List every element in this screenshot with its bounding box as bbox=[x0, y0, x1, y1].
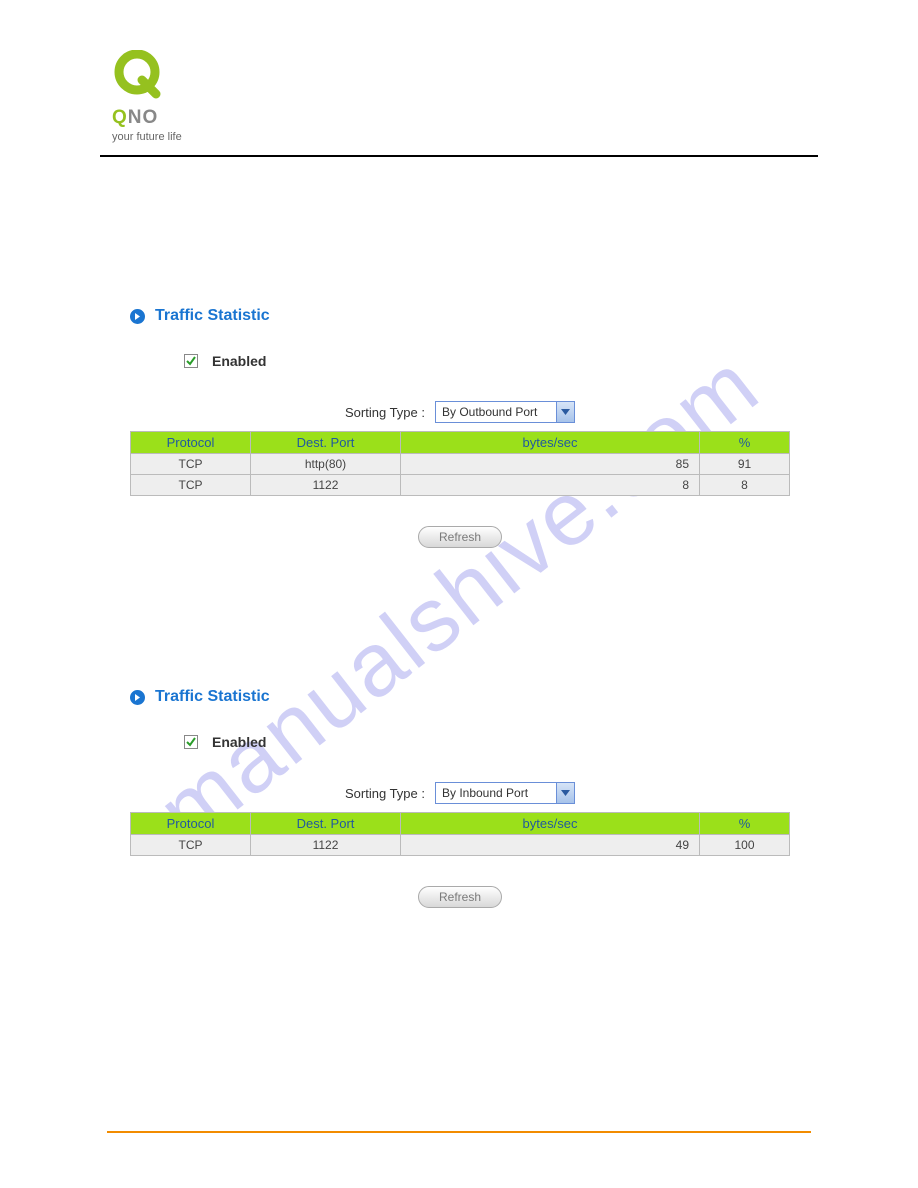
table-row: TCP 1122 49 100 bbox=[131, 835, 790, 856]
bullet-icon bbox=[130, 690, 145, 705]
th-bytes: bytes/sec bbox=[401, 813, 700, 835]
cell-protocol: TCP bbox=[131, 475, 251, 496]
th-protocol: Protocol bbox=[131, 813, 251, 835]
th-percent: % bbox=[700, 813, 790, 835]
sorting-label: Sorting Type : bbox=[345, 405, 425, 420]
brand-logo-block: QNO your future life bbox=[112, 50, 818, 143]
cell-percent: 100 bbox=[700, 835, 790, 856]
th-dest-port: Dest. Port bbox=[251, 432, 401, 454]
footer-rule bbox=[107, 1131, 811, 1133]
enabled-checkbox[interactable] bbox=[184, 354, 198, 368]
header-rule bbox=[100, 155, 818, 157]
sorting-dropdown[interactable]: By Outbound Port bbox=[435, 401, 575, 423]
bullet-icon bbox=[130, 309, 145, 324]
traffic-section-inbound: Traffic Statistic Enabled Sorting Type :… bbox=[130, 688, 790, 908]
cell-percent: 8 bbox=[700, 475, 790, 496]
cell-port: http(80) bbox=[251, 454, 401, 475]
cell-bytes: 8 bbox=[401, 475, 700, 496]
cell-port: 1122 bbox=[251, 475, 401, 496]
traffic-section-outbound: Traffic Statistic Enabled Sorting Type :… bbox=[130, 307, 790, 548]
brand-name: QNO bbox=[112, 107, 818, 129]
traffic-table: Protocol Dest. Port bytes/sec % TCP http… bbox=[130, 431, 790, 496]
th-protocol: Protocol bbox=[131, 432, 251, 454]
section-title: Traffic Statistic bbox=[155, 688, 270, 706]
traffic-table: Protocol Dest. Port bytes/sec % TCP 1122… bbox=[130, 812, 790, 856]
chevron-down-icon bbox=[556, 402, 574, 422]
sorting-value: By Inbound Port bbox=[442, 786, 528, 800]
table-row: TCP http(80) 85 91 bbox=[131, 454, 790, 475]
refresh-button[interactable]: Refresh bbox=[418, 526, 502, 548]
cell-protocol: TCP bbox=[131, 835, 251, 856]
table-row: TCP 1122 8 8 bbox=[131, 475, 790, 496]
enabled-label: Enabled bbox=[212, 734, 266, 750]
cell-bytes: 49 bbox=[401, 835, 700, 856]
sorting-value: By Outbound Port bbox=[442, 405, 537, 419]
table-header-row: Protocol Dest. Port bytes/sec % bbox=[131, 813, 790, 835]
refresh-button[interactable]: Refresh bbox=[418, 886, 502, 908]
brand-tagline: your future life bbox=[112, 131, 818, 143]
enabled-checkbox[interactable] bbox=[184, 735, 198, 749]
th-dest-port: Dest. Port bbox=[251, 813, 401, 835]
th-bytes: bytes/sec bbox=[401, 432, 700, 454]
chevron-down-icon bbox=[556, 783, 574, 803]
cell-percent: 91 bbox=[700, 454, 790, 475]
table-header-row: Protocol Dest. Port bytes/sec % bbox=[131, 432, 790, 454]
logo-q-icon bbox=[112, 50, 162, 100]
sorting-dropdown[interactable]: By Inbound Port bbox=[435, 782, 575, 804]
cell-protocol: TCP bbox=[131, 454, 251, 475]
th-percent: % bbox=[700, 432, 790, 454]
cell-port: 1122 bbox=[251, 835, 401, 856]
enabled-label: Enabled bbox=[212, 353, 266, 369]
cell-bytes: 85 bbox=[401, 454, 700, 475]
section-title: Traffic Statistic bbox=[155, 307, 270, 325]
sorting-label: Sorting Type : bbox=[345, 786, 425, 801]
